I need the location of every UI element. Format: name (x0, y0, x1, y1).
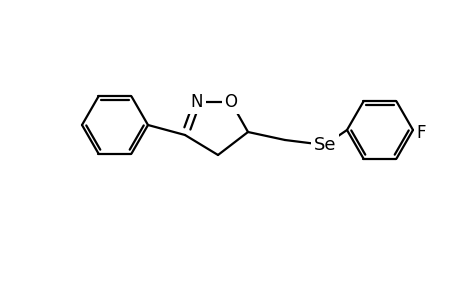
Text: O: O (224, 93, 237, 111)
Text: Se: Se (313, 136, 336, 154)
Text: F: F (415, 124, 425, 142)
Text: N: N (190, 93, 203, 111)
